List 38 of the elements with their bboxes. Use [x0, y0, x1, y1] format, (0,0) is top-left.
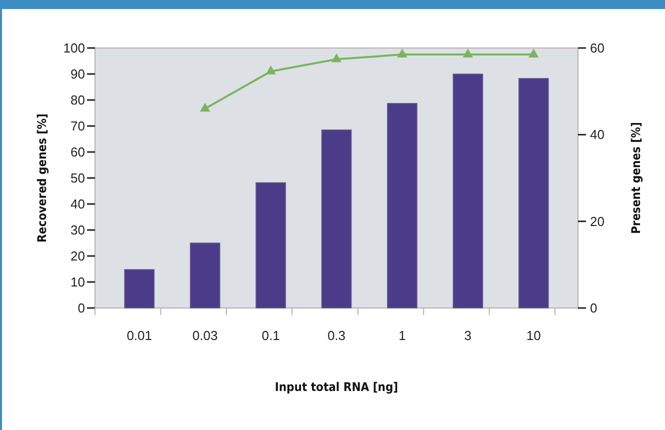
y-tick-label: 80	[70, 92, 85, 108]
y2-axis-title: Present genes [%]	[629, 122, 643, 234]
bar	[190, 242, 220, 308]
point	[528, 48, 539, 58]
y-tick-label: 90	[70, 66, 85, 82]
y2-tick-label: 40	[590, 127, 604, 142]
y-tick-label: 20	[70, 248, 85, 264]
y-tick-label: 0	[78, 300, 85, 316]
x-tick-label: 0.01	[126, 328, 152, 343]
x-tick-label: 3	[464, 328, 472, 343]
y-tick-label: 70	[70, 118, 85, 134]
y-tick-label: 100	[63, 40, 85, 56]
bar	[321, 130, 352, 308]
y-tick-label: 30	[70, 222, 85, 238]
point	[462, 48, 474, 58]
x-tick-label: 0.1	[262, 328, 280, 343]
y2-tick-label: 60	[590, 40, 604, 56]
y-axis-title: Recovered genes [%]	[35, 113, 49, 242]
y2-tick-label: 0	[590, 300, 598, 316]
y-tick-label: 50	[70, 170, 85, 186]
y-tick-label: 60	[70, 144, 85, 160]
y-tick-label: 40	[70, 196, 85, 212]
bar	[452, 74, 484, 308]
y-tick-label: 10	[70, 274, 85, 290]
bar	[518, 78, 549, 308]
bar	[124, 269, 155, 308]
bar	[256, 182, 286, 308]
x-tick-label: 1	[398, 328, 406, 343]
point	[397, 48, 408, 58]
x-tick-label: 10	[526, 328, 541, 343]
bar	[387, 102, 418, 308]
point	[200, 102, 210, 112]
y2-tick-label: 20	[590, 214, 604, 229]
point	[266, 66, 276, 74]
x-tick-label: 0.03	[192, 328, 218, 343]
x-axis-title: Input total RNA [ng]	[274, 380, 398, 394]
x-tick-label: 0.3	[327, 328, 346, 343]
point	[331, 53, 342, 62]
